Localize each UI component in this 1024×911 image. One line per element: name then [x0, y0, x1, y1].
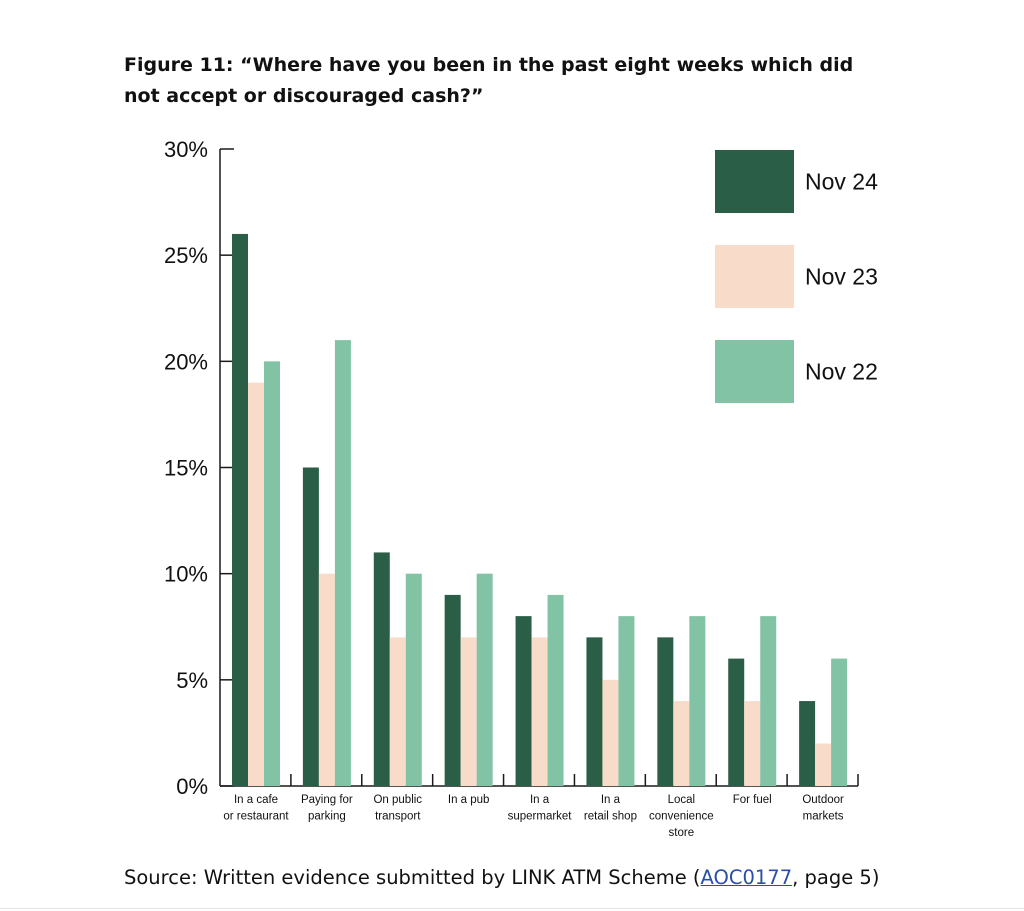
y-tick-label: 0%	[176, 774, 208, 799]
legend-label: Nov 22	[805, 359, 878, 385]
bar-nov-23	[602, 679, 619, 786]
legend-swatch	[715, 245, 794, 308]
x-tick-label-line: In a	[530, 794, 550, 806]
source-note: Source: Written evidence submitted by LI…	[124, 866, 879, 889]
bar-nov-24	[657, 637, 674, 786]
legend: Nov 24 Nov 23 Nov 22	[715, 150, 878, 403]
source-link[interactable]: AOC0177	[700, 866, 793, 889]
legend-label: Nov 24	[805, 169, 878, 195]
x-tick-label-line: convenience	[649, 811, 714, 823]
bars	[232, 233, 848, 786]
bar-chart: 0% 5% 10% 15% 20% 25% 30% In a cafe or restaura…	[164, 137, 878, 839]
x-tick-label-line: Local	[668, 794, 696, 806]
source-prefix: Source: Written evidence submitted by LI…	[124, 866, 701, 889]
x-tick-label: In a cafe or restaurant	[223, 794, 289, 823]
x-tick-label-line: store	[669, 827, 695, 839]
x-tick-label: For fuel	[733, 794, 772, 806]
bar-nov-23	[531, 637, 548, 786]
x-tick-label-line: supermarket	[508, 811, 573, 823]
x-tick-label-line: parking	[308, 811, 346, 823]
legend-label: Nov 23	[805, 264, 878, 290]
bar-nov-22	[264, 361, 280, 786]
legend-swatch	[715, 150, 794, 213]
x-tick-label-line: In a	[601, 794, 621, 806]
bar-nov-22	[476, 573, 493, 786]
bar-nov-23	[815, 743, 832, 786]
bar-nov-22	[547, 594, 564, 786]
bar-nov-24	[799, 701, 816, 786]
figure-title: Figure 11: “Where have you been in the p…	[124, 54, 854, 107]
x-tick-label: In a supermarket	[508, 794, 573, 823]
bar-nov-22	[334, 340, 351, 786]
x-tick-label: Outdoor markets	[802, 794, 844, 823]
legend-swatch	[715, 340, 794, 403]
y-tick-label: 15%	[164, 456, 208, 481]
y-axis: 0% 5% 10% 15% 20% 25% 30%	[164, 137, 234, 799]
x-tick-label: In a pub	[448, 794, 490, 806]
bar-nov-22	[831, 658, 848, 786]
x-tick-label-line: markets	[803, 811, 844, 823]
x-tick-label: In a retail shop	[584, 794, 637, 823]
source-suffix: , page 5)	[792, 866, 880, 889]
bar-nov-24	[302, 467, 319, 786]
x-tick-label: Paying for parking	[301, 794, 353, 823]
x-tick-label: Local convenience store	[649, 794, 714, 839]
x-tick-label-line: For fuel	[733, 794, 772, 806]
page-bottom-rule	[0, 908, 1024, 909]
x-tick-label: On public transport	[373, 794, 422, 823]
y-tick-label: 20%	[164, 349, 208, 374]
bar-nov-23	[744, 701, 761, 786]
y-tick-label: 25%	[164, 243, 208, 268]
x-tick-label-line: transport	[375, 811, 421, 823]
bar-nov-24	[232, 233, 248, 786]
x-tick-label-line: In a cafe	[234, 794, 278, 806]
bar-nov-23	[673, 701, 690, 786]
x-tick-label-line: or restaurant	[223, 811, 289, 823]
y-tick-label: 5%	[176, 668, 208, 693]
x-axis: In a cafe or restaurant Paying for parking O…	[220, 774, 859, 839]
bar-nov-22	[618, 616, 635, 786]
bar-nov-24	[373, 552, 390, 786]
bar-nov-24	[444, 594, 461, 786]
x-tick-label-line: Outdoor	[802, 794, 844, 806]
bar-nov-24	[515, 616, 532, 786]
bar-nov-23	[318, 573, 335, 786]
bar-nov-23	[389, 637, 406, 786]
bar-nov-22	[405, 573, 422, 786]
bar-nov-22	[760, 616, 777, 786]
x-tick-label-line: On public	[373, 794, 422, 806]
bar-nov-24	[586, 637, 603, 786]
y-tick-label: 10%	[164, 562, 208, 587]
bar-nov-22	[689, 616, 706, 786]
bar-nov-23	[460, 637, 477, 786]
x-tick-label-line: In a pub	[448, 794, 490, 806]
x-tick-label-line: retail shop	[584, 811, 637, 823]
x-tick-label-line: Paying for	[301, 794, 353, 806]
bar-nov-23	[248, 382, 264, 786]
bar-nov-24	[728, 658, 745, 786]
y-tick-label: 30%	[164, 137, 208, 162]
